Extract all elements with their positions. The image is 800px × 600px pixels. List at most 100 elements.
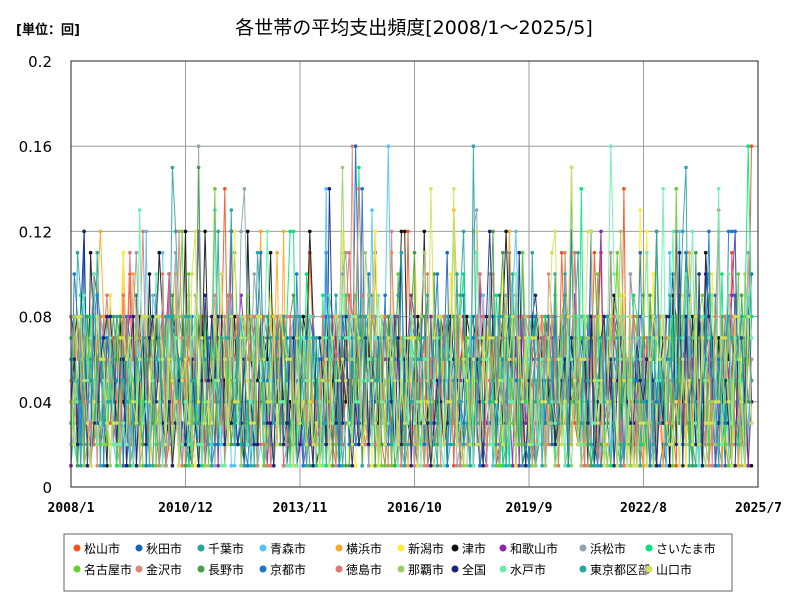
data-point bbox=[399, 442, 404, 447]
data-point bbox=[514, 357, 518, 362]
data-point bbox=[612, 293, 616, 298]
data-point bbox=[98, 421, 103, 425]
data-point bbox=[370, 208, 374, 212]
data-point bbox=[422, 421, 427, 425]
data-point bbox=[491, 378, 495, 383]
data-point bbox=[501, 463, 505, 468]
legend-marker bbox=[397, 544, 405, 552]
data-point bbox=[245, 400, 250, 404]
data-point bbox=[252, 272, 256, 276]
legend-label: 名古屋市 bbox=[84, 562, 132, 577]
data-point bbox=[173, 336, 178, 340]
data-point bbox=[514, 272, 518, 276]
data-point bbox=[684, 165, 688, 170]
data-point bbox=[95, 463, 99, 468]
data-point bbox=[671, 378, 675, 383]
data-point bbox=[291, 336, 296, 340]
data-point bbox=[720, 442, 724, 447]
data-point bbox=[275, 336, 279, 340]
legend-label: 和歌山市 bbox=[510, 541, 558, 556]
data-point bbox=[173, 314, 178, 319]
data-point bbox=[232, 463, 237, 468]
data-point bbox=[723, 336, 728, 340]
data-point bbox=[739, 463, 744, 468]
data-point bbox=[510, 314, 515, 319]
data-point bbox=[743, 314, 747, 319]
data-point bbox=[366, 314, 371, 319]
data-point bbox=[314, 400, 319, 404]
data-point bbox=[445, 250, 450, 255]
data-point bbox=[167, 357, 171, 362]
data-point bbox=[121, 463, 126, 468]
data-point bbox=[108, 336, 113, 340]
data-point bbox=[88, 357, 93, 362]
legend-label: 津市 bbox=[462, 541, 486, 556]
legend-label: 青森市 bbox=[270, 541, 306, 556]
data-point bbox=[595, 463, 600, 468]
data-point bbox=[638, 463, 642, 468]
data-point bbox=[206, 400, 211, 404]
data-point bbox=[196, 144, 201, 148]
data-point bbox=[108, 442, 113, 447]
data-point bbox=[645, 357, 649, 362]
data-point bbox=[239, 463, 243, 468]
data-point bbox=[419, 463, 423, 468]
data-point bbox=[128, 314, 132, 319]
data-point bbox=[131, 400, 135, 404]
data-point bbox=[245, 293, 250, 298]
data-point bbox=[258, 229, 263, 234]
data-point bbox=[546, 421, 551, 425]
data-point bbox=[160, 314, 165, 319]
data-point bbox=[396, 336, 400, 340]
data-point bbox=[435, 442, 440, 447]
data-point bbox=[416, 314, 420, 319]
data-point bbox=[543, 421, 548, 425]
data-point bbox=[252, 442, 256, 447]
legend-marker bbox=[335, 565, 343, 573]
legend-marker bbox=[579, 544, 587, 552]
legend-item: 水戸市 bbox=[499, 562, 546, 577]
data-point bbox=[288, 463, 293, 468]
legend-item: 京都市 bbox=[259, 562, 306, 577]
data-point bbox=[258, 250, 263, 255]
data-point bbox=[196, 165, 201, 170]
data-point bbox=[183, 314, 188, 319]
data-point bbox=[399, 463, 404, 468]
data-point bbox=[478, 442, 482, 447]
data-point bbox=[716, 400, 721, 404]
data-point bbox=[170, 165, 175, 170]
data-point bbox=[605, 400, 610, 404]
data-point bbox=[389, 357, 394, 362]
data-point bbox=[154, 463, 158, 468]
data-point bbox=[628, 314, 633, 319]
data-point bbox=[406, 421, 410, 425]
data-point bbox=[288, 336, 293, 340]
data-point bbox=[357, 314, 361, 319]
data-point bbox=[95, 357, 99, 362]
data-point bbox=[213, 463, 217, 468]
data-point bbox=[327, 336, 332, 340]
data-point bbox=[268, 400, 273, 404]
data-point bbox=[304, 463, 309, 468]
data-point bbox=[121, 336, 126, 340]
data-point bbox=[278, 314, 283, 319]
data-point bbox=[648, 463, 652, 468]
data-point bbox=[465, 336, 469, 340]
data-point bbox=[203, 229, 207, 234]
data-point bbox=[645, 400, 649, 404]
data-point bbox=[533, 336, 538, 340]
data-point bbox=[667, 357, 672, 362]
data-point bbox=[167, 442, 171, 447]
data-point bbox=[258, 442, 263, 447]
data-point bbox=[255, 314, 260, 319]
data-point bbox=[622, 314, 626, 319]
legend-item: 横浜市 bbox=[335, 541, 382, 556]
data-point bbox=[667, 463, 672, 468]
data-point bbox=[203, 293, 207, 298]
data-point bbox=[494, 463, 499, 468]
data-point bbox=[602, 463, 606, 468]
data-point bbox=[517, 250, 521, 255]
data-point bbox=[245, 442, 250, 447]
data-point bbox=[344, 400, 348, 404]
data-point bbox=[507, 357, 512, 362]
